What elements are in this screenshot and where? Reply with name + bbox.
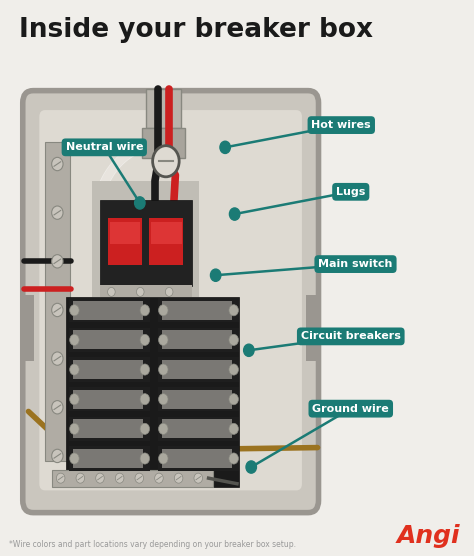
Bar [162, 419, 232, 438]
Text: Circuit breakers: Circuit breakers [301, 331, 401, 341]
Circle shape [52, 206, 63, 220]
Circle shape [158, 423, 168, 434]
Bar [69, 327, 151, 352]
Circle shape [140, 334, 150, 345]
Circle shape [229, 423, 238, 434]
Bar [73, 390, 143, 409]
Bar [157, 387, 239, 411]
Circle shape [135, 197, 145, 209]
Text: Lugs: Lugs [336, 187, 365, 197]
Circle shape [115, 473, 124, 483]
Circle shape [229, 208, 240, 220]
Bar [142, 128, 185, 158]
Circle shape [70, 305, 79, 316]
Circle shape [158, 364, 168, 375]
Circle shape [96, 473, 104, 483]
Circle shape [52, 352, 63, 365]
Circle shape [229, 394, 238, 405]
Text: Angi: Angi [396, 524, 460, 548]
Text: Neutral wire: Neutral wire [65, 142, 143, 152]
Circle shape [70, 394, 79, 405]
Circle shape [108, 287, 115, 296]
Circle shape [155, 473, 163, 483]
Bar [100, 200, 192, 286]
Bar [162, 360, 232, 379]
Circle shape [52, 255, 63, 268]
Circle shape [244, 344, 254, 356]
Circle shape [210, 269, 221, 281]
Bar [162, 330, 232, 349]
Bar [52, 470, 213, 486]
Circle shape [229, 334, 238, 345]
Circle shape [52, 449, 63, 463]
Circle shape [229, 364, 238, 375]
Text: Inside your breaker box: Inside your breaker box [19, 17, 373, 43]
Bar [110, 222, 140, 244]
Bar [73, 419, 143, 438]
Bar [108, 217, 142, 265]
Circle shape [140, 423, 150, 434]
Bar [157, 327, 239, 352]
Bar [69, 358, 151, 382]
Circle shape [140, 453, 150, 464]
Circle shape [76, 473, 84, 483]
Circle shape [137, 287, 144, 296]
Bar [69, 416, 151, 441]
Bar [162, 449, 232, 468]
Bar [45, 142, 70, 461]
Bar [100, 285, 192, 297]
Circle shape [174, 473, 183, 483]
Text: Main switch: Main switch [319, 259, 392, 269]
Circle shape [140, 305, 150, 316]
Bar [162, 390, 232, 409]
Bar [69, 298, 151, 322]
Circle shape [70, 453, 79, 464]
Circle shape [158, 394, 168, 405]
Bar [66, 297, 239, 486]
Circle shape [70, 423, 79, 434]
Bar [146, 89, 181, 128]
Bar [157, 446, 239, 471]
Circle shape [194, 473, 202, 483]
FancyBboxPatch shape [39, 110, 302, 490]
Circle shape [158, 334, 168, 345]
Circle shape [70, 334, 79, 345]
Bar [73, 330, 143, 349]
Circle shape [135, 473, 144, 483]
Bar [69, 387, 151, 411]
Bar [73, 301, 143, 320]
Circle shape [153, 146, 179, 177]
Bar [69, 446, 151, 471]
Circle shape [158, 453, 168, 464]
Bar [157, 298, 239, 322]
Text: Hot wires: Hot wires [311, 120, 371, 130]
Bar [92, 181, 199, 297]
Bar [149, 217, 183, 265]
Circle shape [56, 473, 65, 483]
Bar [162, 301, 232, 320]
Circle shape [158, 305, 168, 316]
Circle shape [140, 394, 150, 405]
Circle shape [52, 304, 63, 316]
Circle shape [220, 141, 230, 153]
Text: *Wire colors and part locations vary depending on your breaker box setup.: *Wire colors and part locations vary dep… [9, 540, 296, 549]
Bar [73, 360, 143, 379]
Bar [24, 295, 34, 361]
Circle shape [52, 400, 63, 414]
Circle shape [229, 305, 238, 316]
Bar [306, 295, 316, 361]
Circle shape [229, 453, 238, 464]
Bar [73, 449, 143, 468]
Circle shape [52, 157, 63, 171]
Circle shape [70, 364, 79, 375]
Text: Ground wire: Ground wire [312, 404, 389, 414]
Bar [157, 358, 239, 382]
Circle shape [246, 461, 256, 473]
Circle shape [165, 287, 173, 296]
Bar [151, 222, 182, 244]
Circle shape [140, 364, 150, 375]
FancyBboxPatch shape [23, 91, 319, 513]
Bar [157, 416, 239, 441]
